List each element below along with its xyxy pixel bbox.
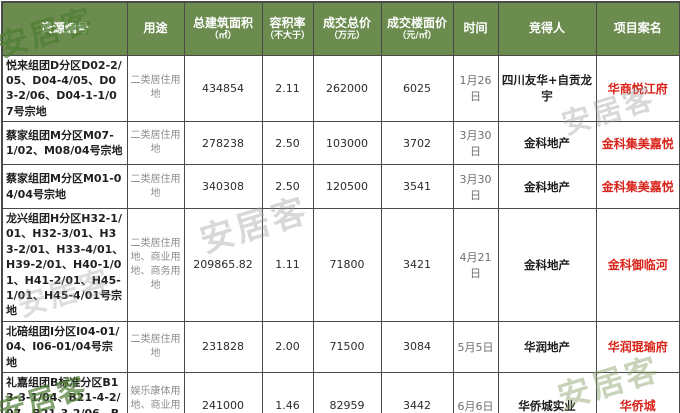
header-title: 项目案名 — [613, 21, 662, 36]
cell-project-name: 华侨城 — [595, 371, 680, 413]
table-row: 礼嘉组团B标准分区B13-3-1/04、B21-4-2/07、B21-3-2/0… — [1, 371, 680, 413]
table-row: 悦来组团D分区D02-2/05、D04-4/05、D03-2/06、D04-1-… — [1, 54, 680, 123]
cell-resource-no: 龙兴组团H分区H32-1/01、H32-3/01、H33-2/01、H33-4/… — [1, 208, 128, 322]
header-title: 总建筑面积 — [192, 15, 253, 30]
cell-plot-ratio: 2.50 — [261, 121, 314, 166]
cell-resource-no: 蔡家组团M分区M01-04/04号宗地 — [1, 164, 128, 210]
cell-plot-ratio: 2.50 — [261, 164, 314, 210]
cell-total-price: 262000 — [312, 54, 382, 123]
header-use: 用途 — [126, 1, 185, 56]
header-title: 资源编号 — [40, 21, 89, 36]
table-row: 蔡家组团M分区M07-1/02、M08/04号宗地 二类居住用地 278238 2.5… — [1, 121, 680, 166]
table-header: 资源编号 用途 总建筑面积 （㎡） 容积率 （不大于） 成交总价 （万元） 成交楼面价… — [1, 1, 680, 56]
header-title: 成交楼面价 — [386, 15, 447, 30]
cell-use: 二类居住用地 — [126, 54, 185, 123]
table-row: 龙兴组团H分区H32-1/01、H32-3/01、H33-2/01、H33-4/… — [1, 208, 680, 322]
table-body: 悦来组团D分区D02-2/05、D04-4/05、D03-2/06、D04-1-… — [1, 54, 680, 413]
header-project-name: 项目案名 — [595, 1, 680, 56]
header-unit: （不大于） — [264, 30, 310, 41]
header-floor-price: 成交楼面价 （元/㎡） — [380, 1, 454, 56]
cell-use: 二类居住用地 — [126, 164, 185, 210]
cell-resource-no: 悦来组团D分区D02-2/05、D04-4/05、D03-2/06、D04-1-… — [1, 54, 128, 123]
cell-winner: 华侨城实业 — [497, 371, 597, 413]
cell-date: 5月5日 — [452, 320, 499, 373]
cell-floor-price: 6025 — [380, 54, 454, 123]
cell-resource-no: 北碚组团I分区I04-01/04、I06-01/04号宗地 — [1, 320, 128, 373]
table-row: 北碚组团I分区I04-01/04、I06-01/04号宗地 二类居住用地 23182… — [1, 320, 680, 373]
header-plot-ratio: 容积率 （不大于） — [261, 1, 314, 56]
cell-plot-ratio: 2.00 — [261, 320, 314, 373]
cell-date: 3月30日 — [452, 121, 499, 166]
cell-plot-ratio: 1.11 — [261, 208, 314, 322]
cell-project-name: 金科御临河 — [595, 208, 680, 322]
header-row: 资源编号 用途 总建筑面积 （㎡） 容积率 （不大于） 成交总价 （万元） 成交楼面价… — [1, 1, 680, 56]
header-date: 时间 — [452, 1, 499, 56]
cell-date: 6月6日 — [452, 371, 499, 413]
cell-total-price: 82959 — [312, 371, 382, 413]
cell-total-price: 71500 — [312, 320, 382, 373]
cell-winner: 金科地产 — [497, 121, 597, 166]
header-unit: （元/㎡） — [397, 30, 437, 41]
cell-winner: 四川友华+自贡龙宇 — [497, 54, 597, 123]
cell-winner: 华润地产 — [497, 320, 597, 373]
header-title: 用途 — [143, 21, 168, 36]
cell-plot-ratio: 1.46 — [261, 371, 314, 413]
cell-total-area: 231828 — [183, 320, 263, 373]
cell-project-name: 金科集美嘉悦 — [595, 121, 680, 166]
cell-use: 娱乐康体用地、商业用地 — [126, 371, 185, 413]
cell-date: 3月30日 — [452, 164, 499, 210]
cell-floor-price: 3702 — [380, 121, 454, 166]
cell-total-area: 340308 — [183, 164, 263, 210]
cell-winner: 金科地产 — [497, 208, 597, 322]
header-title: 时间 — [463, 21, 488, 36]
cell-total-area: 278238 — [183, 121, 263, 166]
header-unit: （万元） — [328, 30, 365, 41]
cell-total-price: 71800 — [312, 208, 382, 322]
header-unit: （㎡） — [209, 30, 237, 41]
cell-total-area: 434854 — [183, 54, 263, 123]
header-total-price: 成交总价 （万元） — [312, 1, 382, 56]
cell-date: 1月26日 — [452, 54, 499, 123]
cell-total-area: 209865.82 — [183, 208, 263, 322]
cell-total-price: 103000 — [312, 121, 382, 166]
cell-floor-price: 3541 — [380, 164, 454, 210]
cell-project-name: 金科集美嘉悦 — [595, 164, 680, 210]
cell-project-name: 华商悦江府 — [595, 54, 680, 123]
cell-use: 二类居住用地 — [126, 121, 185, 166]
cell-date: 4月21日 — [452, 208, 499, 322]
cell-floor-price: 3442 — [380, 371, 454, 413]
cell-project-name: 华润琨瑜府 — [595, 320, 680, 373]
cell-resource-no: 礼嘉组团B标准分区B13-3-1/04、B21-4-2/07、B21-3-2/0… — [1, 371, 128, 413]
cell-total-area: 241000 — [183, 371, 263, 413]
cell-use: 二类居住用地、商业用地、商务用地 — [126, 208, 185, 322]
header-title: 成交总价 — [322, 15, 371, 30]
cell-floor-price: 3421 — [380, 208, 454, 322]
cell-winner: 金科地产 — [497, 164, 597, 210]
cell-floor-price: 3084 — [380, 320, 454, 373]
cell-plot-ratio: 2.11 — [261, 54, 314, 123]
header-title: 竞得人 — [528, 21, 565, 36]
cell-resource-no: 蔡家组团M分区M07-1/02、M08/04号宗地 — [1, 121, 128, 166]
header-title: 容积率 — [269, 15, 306, 30]
cell-total-price: 120500 — [312, 164, 382, 210]
table-row: 蔡家组团M分区M01-04/04号宗地 二类居住用地 340308 2.50 12050… — [1, 164, 680, 210]
header-total-area: 总建筑面积 （㎡） — [183, 1, 263, 56]
cell-use: 二类居住用地 — [126, 320, 185, 373]
header-winner: 竞得人 — [497, 1, 597, 56]
header-resource-no: 资源编号 — [1, 1, 128, 56]
